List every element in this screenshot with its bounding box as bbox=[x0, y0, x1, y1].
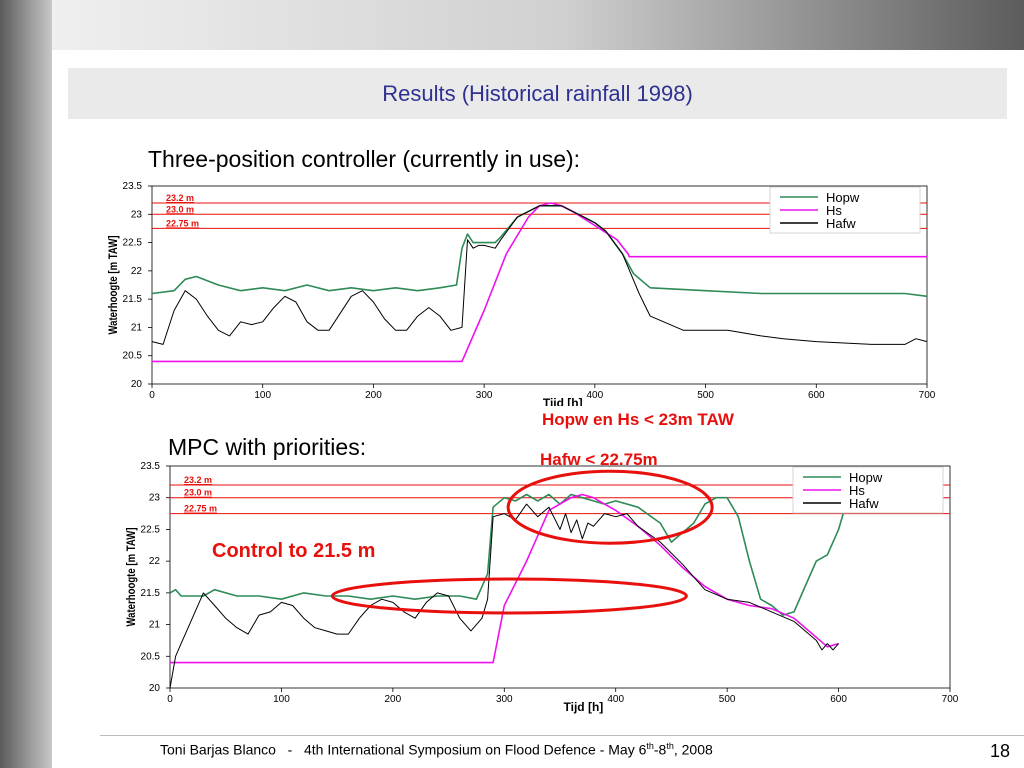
y-tick-label: 21.5 bbox=[123, 294, 143, 305]
legend-entry: Hopw bbox=[826, 190, 860, 205]
series-line-hs bbox=[170, 493, 839, 664]
highlight-ellipse-control bbox=[330, 577, 688, 615]
annotation-hopw-hs: Hopw en Hs < 23m TAW bbox=[542, 410, 734, 429]
annotation-control: Control to 21.5 m bbox=[212, 540, 376, 562]
y-axis-label: Waterhoogte [m TAW] bbox=[125, 527, 138, 626]
legend-entry: Hopw bbox=[849, 470, 883, 485]
y-tick-label: 20 bbox=[149, 683, 161, 694]
limit-label: 23.0 m bbox=[166, 204, 194, 214]
x-tick-label: 700 bbox=[919, 390, 936, 401]
y-tick-label: 21 bbox=[131, 322, 143, 333]
footer-author: Toni Barjas Blanco bbox=[160, 741, 276, 758]
y-tick-label: 21 bbox=[149, 620, 161, 631]
legend-entry: Hs bbox=[826, 203, 842, 218]
y-tick-label: 23 bbox=[149, 493, 161, 504]
y-tick-label: 22.5 bbox=[123, 238, 143, 249]
y-tick-label: 20 bbox=[131, 379, 143, 390]
x-tick-label: 600 bbox=[830, 694, 847, 705]
x-tick-label: 300 bbox=[476, 390, 493, 401]
x-tick-label: 400 bbox=[587, 390, 604, 401]
footer-sup2: th bbox=[666, 741, 674, 751]
series-line-hafw bbox=[151, 205, 928, 345]
y-tick-label: 23 bbox=[131, 209, 143, 220]
legend-entry: Hafw bbox=[849, 496, 879, 511]
series-line-hopw bbox=[169, 465, 862, 616]
limit-label: 23.0 m bbox=[184, 488, 212, 498]
y-tick-label: 22.5 bbox=[141, 524, 161, 535]
x-tick-label: 200 bbox=[365, 390, 382, 401]
x-tick-label: 500 bbox=[719, 694, 736, 705]
footer-sup1: th bbox=[646, 741, 654, 751]
legend-entry: Hafw bbox=[826, 216, 856, 231]
x-axis-label: Tijd [h] bbox=[564, 700, 604, 714]
limit-label: 23.2 m bbox=[184, 475, 212, 485]
y-tick-label: 21.5 bbox=[141, 588, 161, 599]
title-box: Results (Historical rainfall 1998) bbox=[68, 68, 1007, 119]
annotation-hafw: Hafw < 22.75m bbox=[540, 450, 658, 469]
footer-divider bbox=[100, 735, 1024, 736]
y-tick-label: 22 bbox=[131, 266, 143, 277]
limit-label: 22.75 m bbox=[184, 504, 217, 514]
x-tick-label: 500 bbox=[697, 390, 714, 401]
x-tick-label: 200 bbox=[385, 694, 402, 705]
page-number: 18 bbox=[990, 741, 1011, 761]
y-tick-label: 23.5 bbox=[123, 181, 143, 192]
chart-mpc: 20 20.5 21 21.5 22 22.5 23 23.5 0 100 200 300 400 500… bbox=[125, 461, 959, 714]
x-tick-label: 0 bbox=[149, 390, 155, 401]
footer-dash: -8 bbox=[653, 741, 667, 758]
heading-three-position: Three-position controller (currently in … bbox=[148, 146, 581, 172]
x-tick-label: 600 bbox=[808, 390, 825, 401]
y-tick-label: 23.5 bbox=[141, 461, 161, 472]
slide-title: Results (Historical rainfall 1998) bbox=[382, 81, 693, 106]
x-tick-label: 100 bbox=[273, 694, 290, 705]
footer: Toni Barjas Blanco - 4th International S… bbox=[160, 741, 713, 758]
top-decor-band bbox=[0, 0, 1024, 50]
y-tick-label: 20.5 bbox=[141, 651, 161, 662]
series-line-hs bbox=[152, 202, 927, 363]
left-decor-band bbox=[0, 0, 52, 768]
x-tick-label: 700 bbox=[942, 694, 959, 705]
limit-label: 23.2 m bbox=[166, 193, 194, 203]
limit-label: 22.75 m bbox=[166, 218, 199, 228]
heading-mpc: MPC with priorities: bbox=[168, 434, 367, 460]
y-tick-label: 22 bbox=[149, 556, 161, 567]
y-axis-label: Waterhoogte [m TAW] bbox=[107, 235, 120, 334]
x-tick-label: 400 bbox=[607, 694, 624, 705]
y-tick-label: 20.5 bbox=[123, 351, 143, 362]
footer-separator: - bbox=[287, 741, 293, 758]
x-tick-label: 300 bbox=[496, 694, 513, 705]
x-tick-label: 100 bbox=[254, 390, 271, 401]
footer-event: 4th International Symposium on Flood Def… bbox=[303, 741, 647, 758]
chart-three-position: 20 20.5 21 21.5 22 22.5 23 23.5 0 100 200 300 400 500… bbox=[107, 181, 936, 406]
legend-entry: Hs bbox=[849, 483, 865, 498]
series-line-hopw bbox=[151, 204, 928, 298]
x-tick-label: 0 bbox=[167, 694, 173, 705]
series-line-hafw bbox=[169, 503, 839, 689]
highlight-ellipse-peak bbox=[506, 469, 714, 545]
footer-year: , 2008 bbox=[673, 741, 713, 758]
x-axis-label: Tijd [h] bbox=[543, 396, 583, 406]
